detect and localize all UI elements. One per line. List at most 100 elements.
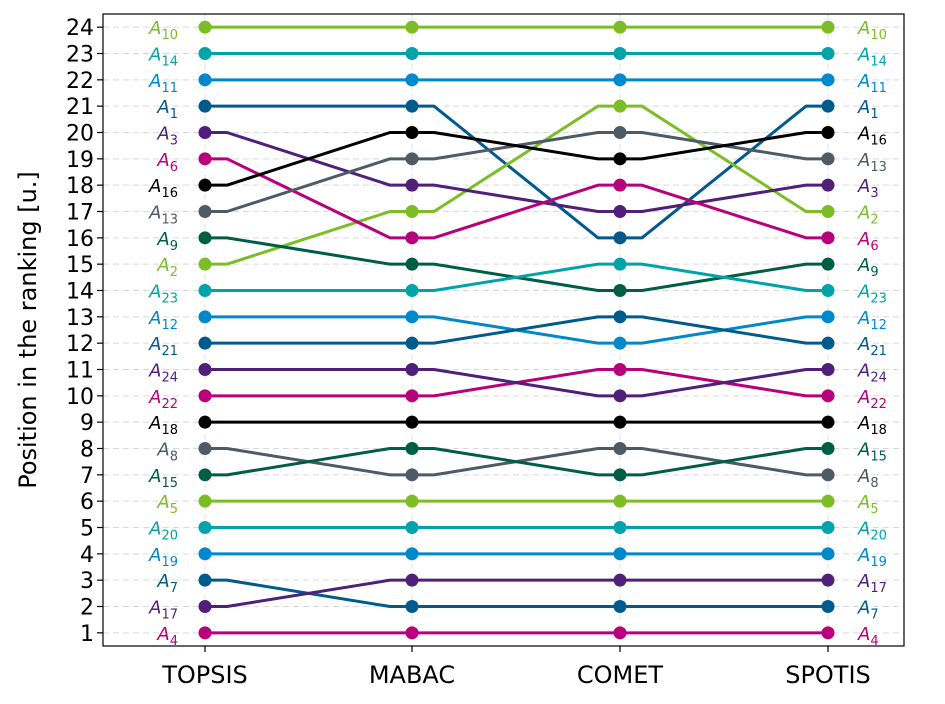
data-point-a13 (198, 205, 212, 218)
y-tick-label: 5 (80, 517, 94, 542)
data-point-a7 (821, 600, 835, 613)
data-point-a1 (613, 231, 627, 245)
data-point-a21 (821, 336, 835, 350)
data-point-a17 (198, 600, 212, 613)
data-point-a9 (821, 257, 835, 271)
data-point-a2 (821, 205, 835, 218)
data-point-a14 (405, 47, 419, 60)
data-point-a3 (613, 205, 627, 218)
right-label-a10: A10 (857, 18, 887, 43)
data-point-a1 (405, 99, 419, 113)
y-tick-label: 12 (66, 332, 94, 357)
x-tick-label: MABAC (369, 661, 455, 689)
left-label-a6: A6 (156, 150, 178, 175)
right-label-a21: A21 (857, 334, 887, 359)
y-tick-label: 10 (66, 385, 94, 410)
series-lines (205, 25, 828, 635)
data-point-a8 (821, 468, 835, 482)
series-line-a7 (205, 578, 828, 608)
series-line-a2 (205, 104, 828, 266)
data-point-a15 (821, 442, 835, 455)
left-label-a15: A15 (148, 466, 178, 491)
data-point-a23 (821, 284, 835, 297)
left-label-a13: A13 (148, 203, 178, 228)
right-label-a19: A19 (857, 545, 887, 570)
y-axis-label: Position in the ranking [u.] (14, 171, 42, 489)
right-label-a24: A24 (857, 361, 887, 386)
data-point-a6 (198, 152, 212, 166)
data-point-a1 (821, 99, 835, 113)
y-tick-label: 9 (80, 411, 94, 436)
right-label-a18: A18 (857, 413, 887, 438)
data-point-a19 (405, 547, 419, 561)
right-label-a13: A13 (857, 150, 887, 175)
data-point-a3 (198, 126, 212, 139)
series-line-a6 (205, 157, 828, 240)
data-point-a14 (821, 47, 835, 60)
data-point-a2 (405, 205, 419, 218)
x-axis-ticks: TOPSIS MABAC COMET SPOTIS (161, 646, 871, 689)
data-point-a18 (613, 415, 627, 429)
y-tick-label: 20 (66, 122, 94, 147)
left-label-a22: A22 (148, 387, 178, 412)
data-point-a9 (613, 284, 627, 297)
data-point-a24 (613, 389, 627, 403)
data-point-a12 (821, 310, 835, 324)
left-label-a2: A2 (156, 255, 178, 280)
data-point-a20 (613, 521, 627, 534)
data-point-a9 (405, 257, 419, 271)
right-label-a6: A6 (857, 229, 879, 254)
left-label-a4: A4 (156, 624, 178, 649)
y-tick-label: 3 (80, 569, 94, 594)
data-point-a1 (198, 99, 212, 113)
data-point-a24 (821, 363, 835, 376)
data-point-a8 (613, 442, 627, 455)
data-point-a24 (405, 363, 419, 376)
y-tick-label: 17 (66, 201, 94, 226)
data-point-a15 (198, 468, 212, 482)
data-point-a15 (405, 442, 419, 455)
data-point-a5 (821, 494, 835, 508)
data-point-a16 (405, 126, 419, 139)
x-tick-label: COMET (577, 661, 664, 689)
series-line-a16 (205, 131, 828, 187)
data-point-a10 (405, 20, 419, 34)
plot-frame (102, 13, 905, 647)
data-point-a15 (613, 468, 627, 482)
data-point-a13 (405, 152, 419, 166)
data-point-a12 (613, 336, 627, 350)
data-point-a23 (613, 257, 627, 271)
y-tick-label: 11 (66, 359, 94, 384)
data-point-a13 (821, 152, 835, 166)
data-point-a12 (198, 310, 212, 324)
right-label-a5: A5 (857, 492, 879, 517)
y-tick-label: 24 (66, 16, 94, 41)
left-alternative-labels: A1 A2 A3 A4 A5 A6 A7 A8 A9 A10 A11 A12 A13 A14 A15 A16 A… (148, 18, 178, 649)
data-point-a21 (613, 310, 627, 324)
right-label-a22: A22 (857, 387, 887, 412)
left-label-a7: A7 (156, 571, 178, 596)
data-point-a2 (613, 99, 627, 113)
right-label-a2: A2 (857, 203, 879, 228)
y-tick-label: 14 (66, 280, 94, 305)
data-point-a4 (405, 626, 419, 640)
data-point-a4 (613, 626, 627, 640)
data-point-a6 (613, 178, 627, 192)
data-point-a6 (405, 231, 419, 245)
right-label-a23: A23 (857, 282, 887, 307)
data-point-a14 (198, 47, 212, 60)
series-points (198, 20, 835, 640)
x-tick-label: SPOTIS (785, 661, 871, 689)
data-point-a7 (613, 600, 627, 613)
data-point-a23 (198, 284, 212, 297)
data-point-a10 (613, 20, 627, 34)
right-label-a16: A16 (857, 124, 887, 149)
y-tick-label: 8 (80, 438, 94, 463)
data-point-a14 (613, 47, 627, 60)
series-line-a3 (205, 131, 828, 213)
y-tick-label: 15 (66, 253, 94, 278)
data-point-a7 (198, 573, 212, 587)
left-label-a10: A10 (148, 18, 178, 43)
data-point-a18 (821, 415, 835, 429)
series-line-a17 (205, 578, 828, 608)
